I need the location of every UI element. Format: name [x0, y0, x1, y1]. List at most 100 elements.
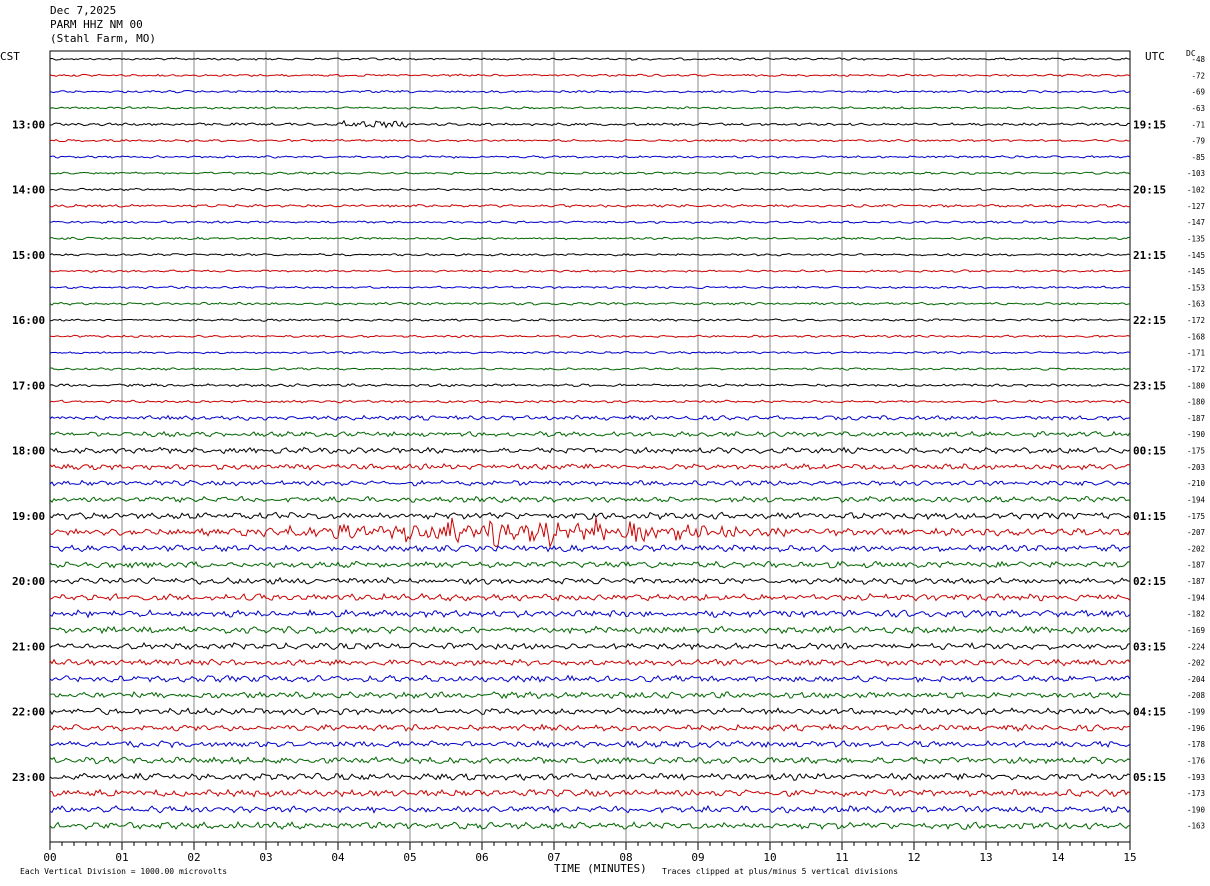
seismic-trace [49, 740, 1131, 749]
seismic-trace [49, 641, 1131, 651]
x-tick-label: 07 [547, 851, 560, 864]
dc-offset-label: -172 [1187, 316, 1205, 325]
x-tick-label: 06 [475, 851, 488, 864]
dc-offset-label: -102 [1187, 186, 1205, 195]
utc-hour-label: 04:15 [1133, 706, 1166, 719]
cst-hour-label: 21:00 [12, 640, 45, 653]
seismic-trace [49, 625, 1131, 635]
seismic-trace [49, 106, 1131, 110]
x-tick-label: 15 [1123, 851, 1136, 864]
cst-label: CST [0, 50, 20, 63]
utc-hour-label: 00:15 [1133, 445, 1166, 458]
dc-offset-label: -71 [1191, 120, 1205, 129]
dc-offset-label: -187 [1187, 561, 1205, 570]
utc-hour-label: 03:15 [1133, 640, 1166, 653]
seismic-trace [49, 544, 1131, 553]
utc-label: UTC [1145, 50, 1165, 63]
utc-hour-label: 05:15 [1133, 771, 1166, 784]
cst-hour-label: 17:00 [12, 379, 45, 392]
seismic-trace [49, 517, 1131, 549]
seismic-trace [49, 756, 1131, 765]
dc-offset-label: -48 [1191, 55, 1205, 64]
seismic-trace [49, 723, 1131, 733]
seismic-trace [49, 350, 1131, 355]
dc-offset-label: -182 [1187, 610, 1205, 619]
seismic-trace [49, 658, 1131, 667]
dc-offset-label: -194 [1187, 495, 1206, 504]
dc-offset-label: -145 [1187, 251, 1205, 260]
seismic-trace [49, 560, 1131, 569]
plot-date: Dec 7,2025 [50, 4, 117, 17]
utc-hour-label: 23:15 [1133, 379, 1166, 392]
dc-offset-label: -69 [1191, 88, 1205, 97]
cst-hour-label: 22:00 [12, 706, 45, 719]
dc-offset-label: -190 [1187, 805, 1206, 814]
dc-offset-label: -147 [1187, 218, 1205, 227]
dc-offset-label: -202 [1187, 544, 1205, 553]
seismic-trace [49, 138, 1131, 143]
dc-offset-label: -72 [1191, 71, 1205, 80]
seismic-trace [49, 691, 1131, 700]
dc-offset-label: -135 [1187, 234, 1205, 243]
seismic-trace [49, 301, 1131, 306]
dc-offset-label: -190 [1187, 430, 1206, 439]
seismic-trace [49, 576, 1131, 586]
seismic-trace [49, 430, 1131, 438]
seismic-trace [49, 269, 1131, 273]
dc-offset-label: -187 [1187, 414, 1205, 423]
x-tick-label: 00 [43, 851, 56, 864]
seismic-trace [49, 788, 1131, 798]
seismic-trace [49, 367, 1131, 371]
cst-hour-label: 16:00 [12, 314, 45, 327]
dc-offset-label: -153 [1187, 283, 1205, 292]
seismic-trace [49, 89, 1131, 94]
seismic-trace [49, 220, 1131, 224]
dc-offset-label: -196 [1187, 724, 1206, 733]
dc-offset-label: -145 [1187, 267, 1205, 276]
x-tick-label: 03 [259, 851, 272, 864]
dc-offset-label: -173 [1187, 789, 1205, 798]
dc-offset-label: -180 [1187, 398, 1206, 407]
x-tick-label: 12 [907, 851, 920, 864]
seismic-trace [49, 495, 1131, 504]
seismic-trace [49, 479, 1131, 487]
seismic-trace [49, 707, 1131, 716]
dc-offset-label: -187 [1187, 577, 1205, 586]
utc-hour-label: 01:15 [1133, 510, 1166, 523]
dc-offset-label: -210 [1187, 479, 1206, 488]
dc-offset-label: -194 [1187, 593, 1206, 602]
dc-offset-label: -175 [1187, 512, 1205, 521]
cst-hour-label: 15:00 [12, 249, 45, 262]
x-tick-label: 08 [619, 851, 632, 864]
seismic-trace [49, 772, 1131, 781]
seismic-trace [49, 155, 1131, 159]
utc-hour-label: 21:15 [1133, 249, 1166, 262]
seismic-trace [49, 383, 1131, 388]
dc-offset-label: -103 [1187, 169, 1205, 178]
dc-offset-label: -207 [1187, 528, 1205, 537]
seismic-trace [49, 73, 1131, 78]
seismic-trace [50, 318, 1131, 322]
x-tick-label: 11 [835, 851, 848, 864]
station-code: PARM HHZ NM 00 [50, 18, 143, 31]
dc-offset-label: -163 [1187, 822, 1205, 831]
dc-offset-label: -175 [1187, 447, 1205, 456]
dc-offset-label: -127 [1187, 202, 1205, 211]
utc-hour-label: 19:15 [1133, 118, 1166, 131]
cst-hour-label: 19:00 [12, 510, 45, 523]
seismic-trace [49, 236, 1130, 241]
x-tick-label: 13 [979, 851, 992, 864]
dc-offset-label: -176 [1187, 756, 1206, 765]
seismic-trace [49, 821, 1131, 830]
dc-offset-label: -169 [1187, 626, 1205, 635]
dc-offset-label: -172 [1187, 365, 1205, 374]
dc-offset-label: -79 [1191, 137, 1205, 146]
x-tick-label: 02 [187, 851, 200, 864]
dc-offset-label: -171 [1187, 349, 1205, 358]
dc-offset-label: -199 [1187, 708, 1205, 717]
cst-hour-label: 23:00 [12, 771, 45, 784]
x-tick-label: 05 [403, 851, 416, 864]
dc-offset-label: -204 [1187, 675, 1206, 684]
dc-offset-label: -85 [1191, 153, 1205, 162]
x-tick-label: 10 [763, 851, 776, 864]
